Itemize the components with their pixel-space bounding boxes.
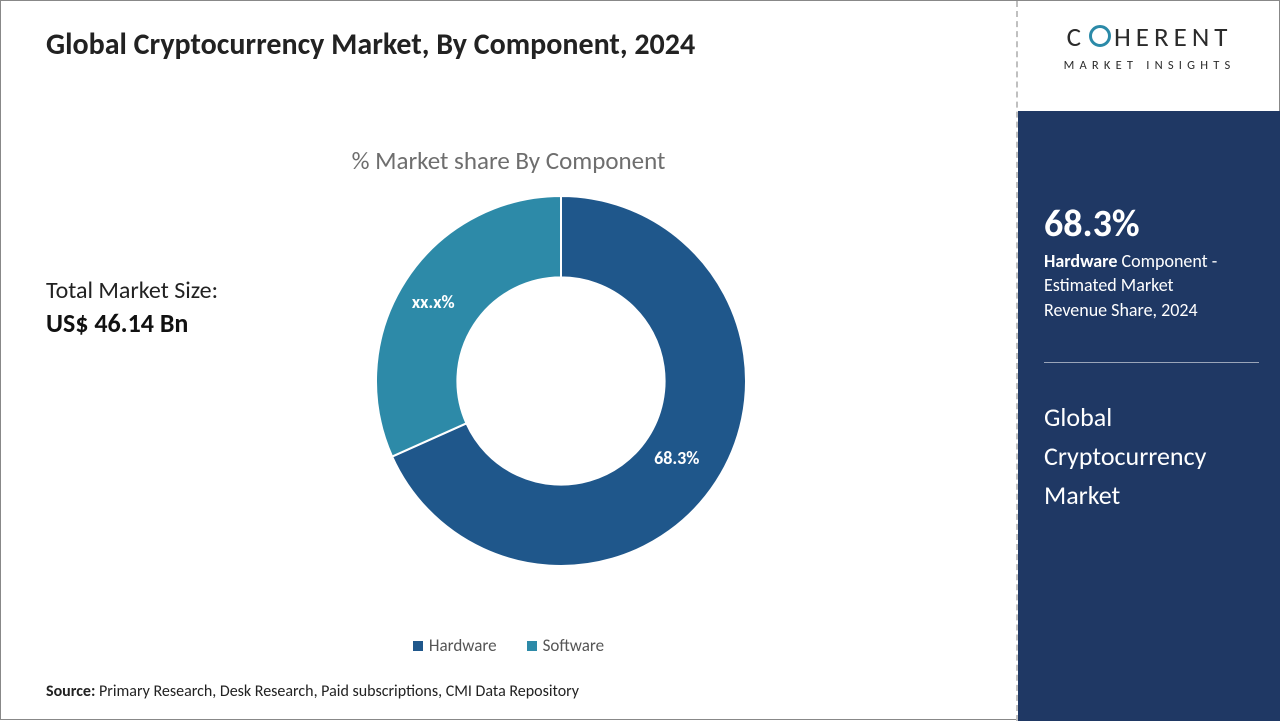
chart-subtitle: % Market share By Component [1,145,1016,176]
slice-label-hardware: 68.3% [654,447,699,469]
stat-rest-1: Component - [1117,250,1217,272]
legend-swatch-hardware [413,641,423,651]
market-size-label: Total Market Size: [46,276,218,305]
donut-chart: 68.3% xx.x% [361,181,761,581]
brand-o-icon [1089,25,1111,47]
legend-item-software: Software [527,635,605,656]
stat-line-3: Revenue Share, 2024 [1044,299,1198,321]
panel-name-2: Cryptocurrency [1044,440,1206,472]
panel-name-3: Market [1044,479,1120,511]
brand-logo: C HERENT MARKET INSIGHTS [1018,1,1280,111]
slice-label-software: xx.x% [412,291,455,313]
market-size-value: US$ 46.14 Bn [46,307,218,339]
brand-suffix: HERENT [1114,21,1232,54]
panel-market-name: Global Cryptocurrency Market [1044,398,1259,515]
source-text: Primary Research, Desk Research, Paid su… [99,682,579,701]
source-label: Source: [46,682,95,701]
brand-subtitle: MARKET INSIGHTS [1024,58,1275,73]
legend-label-software: Software [543,635,605,656]
right-column: C HERENT MARKET INSIGHTS 68.3% Hardware … [1018,1,1280,721]
chart-legend: Hardware Software [1,635,1016,656]
legend-item-hardware: Hardware [413,635,497,656]
market-size-block: Total Market Size: US$ 46.14 Bn [46,276,218,339]
stat-line-2: Estimated Market [1044,274,1174,296]
infographic-title: Global Cryptocurrency Market, By Compone… [46,26,746,64]
brand-name: C HERENT [1024,21,1275,54]
main-content: Global Cryptocurrency Market, By Compone… [1,1,1016,721]
brand-prefix: C [1067,21,1086,54]
stat-bold: Hardware [1044,250,1117,272]
legend-swatch-software [527,641,537,651]
highlight-panel: 68.3% Hardware Component - Estimated Mar… [1018,111,1280,721]
panel-name-1: Global [1044,401,1112,433]
legend-label-hardware: Hardware [429,635,497,656]
stat-description: Hardware Component - Estimated Market Re… [1044,249,1259,322]
panel-divider [1044,362,1259,363]
source-citation: Source: Primary Research, Desk Research,… [46,682,579,701]
stat-percentage: 68.3% [1044,201,1259,247]
